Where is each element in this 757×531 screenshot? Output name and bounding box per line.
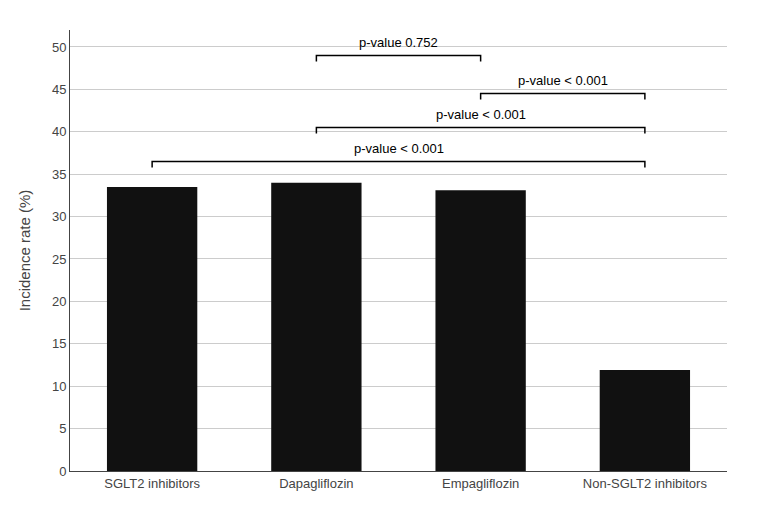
svg-text:40: 40 (52, 124, 66, 139)
svg-text:35: 35 (52, 167, 66, 182)
svg-text:Dapagliflozin: Dapagliflozin (279, 476, 353, 491)
svg-text:25: 25 (52, 252, 66, 267)
svg-text:5: 5 (59, 421, 66, 436)
svg-text:SGLT2 inhibitors: SGLT2 inhibitors (104, 476, 200, 491)
svg-text:20: 20 (52, 294, 66, 309)
svg-text:10: 10 (52, 379, 66, 394)
svg-text:p-value < 0.001: p-value < 0.001 (354, 141, 444, 156)
svg-text:30: 30 (52, 209, 66, 224)
svg-text:Incidence rate (%): Incidence rate (%) (16, 190, 33, 312)
svg-text:50: 50 (52, 40, 66, 55)
svg-text:p-value < 0.001: p-value < 0.001 (518, 73, 608, 88)
svg-text:p-value < 0.001: p-value < 0.001 (436, 107, 526, 122)
svg-text:Non-SGLT2 inhibitors: Non-SGLT2 inhibitors (583, 476, 708, 491)
svg-text:45: 45 (52, 82, 66, 97)
svg-text:0: 0 (59, 464, 66, 479)
svg-text:Empagliflozin: Empagliflozin (442, 476, 519, 491)
svg-text:15: 15 (52, 336, 66, 351)
svg-text:p-value 0.752: p-value 0.752 (359, 35, 438, 50)
